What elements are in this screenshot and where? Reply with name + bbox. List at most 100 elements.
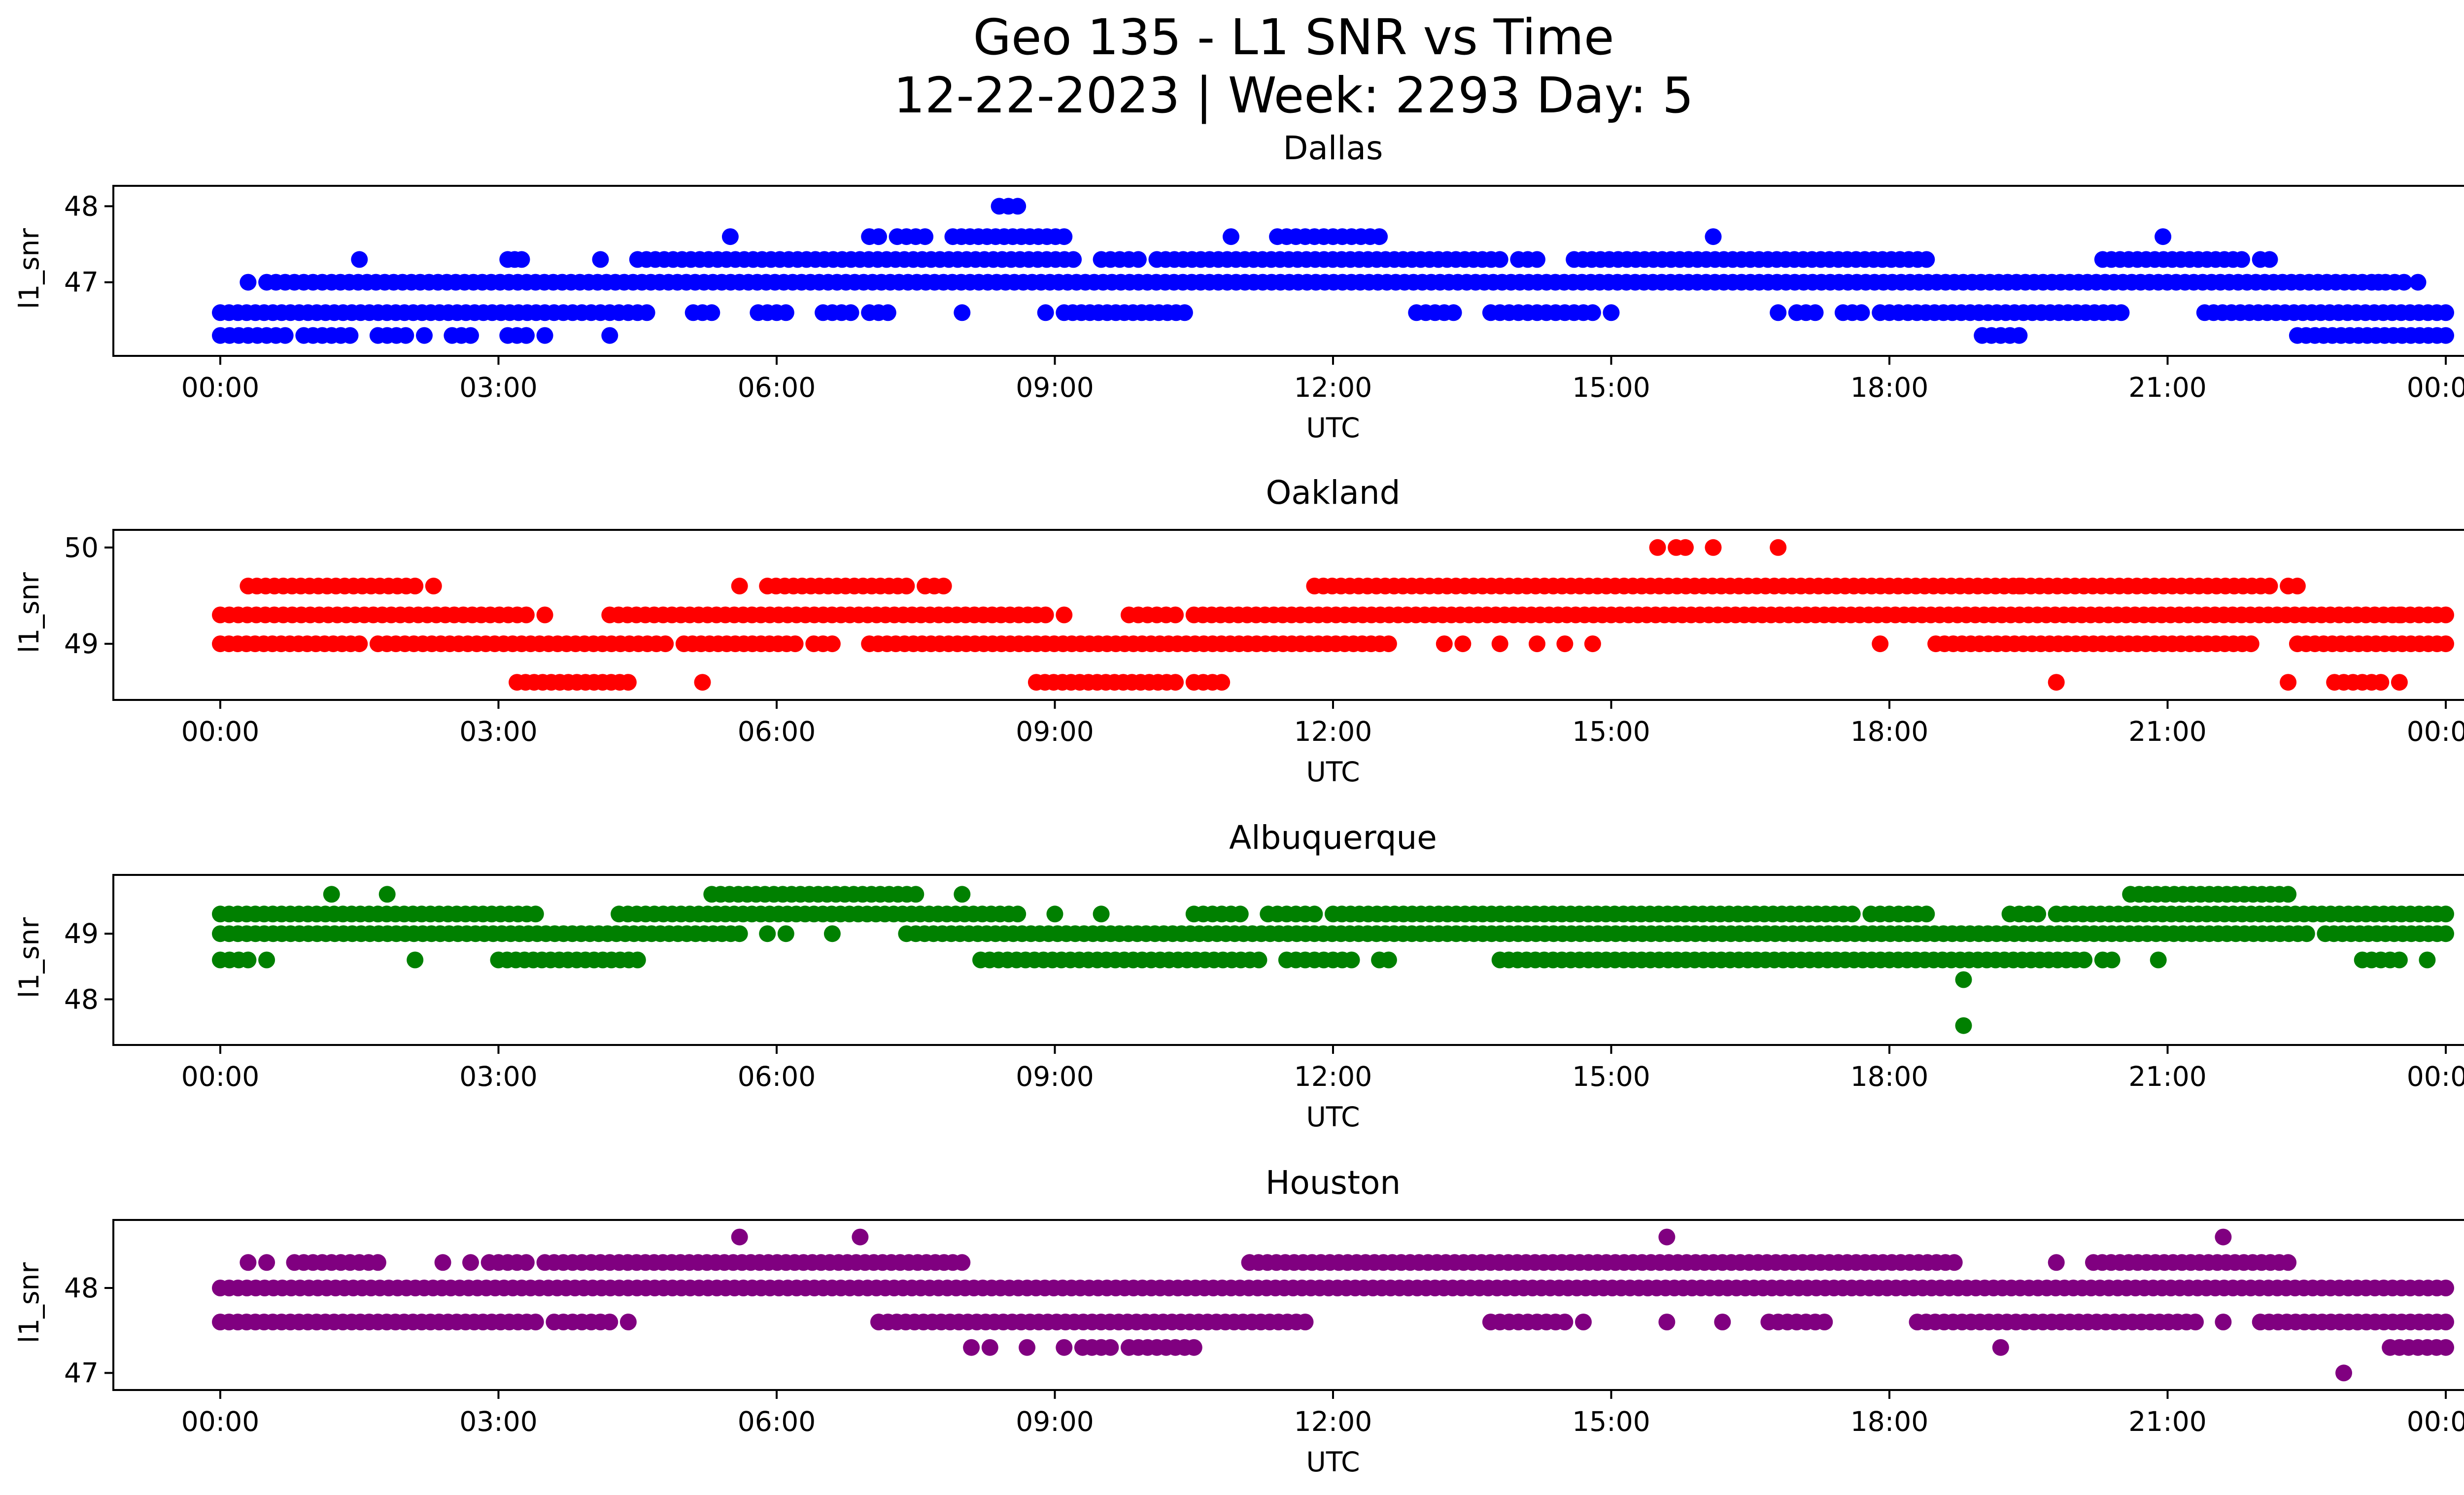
x-tick-label: 18:00 — [1850, 1406, 1929, 1437]
albuquerque-y-axis-label: l1_snr — [13, 917, 45, 998]
data-point — [2391, 674, 2408, 691]
data-point — [1529, 251, 1545, 268]
x-tick-label: 06:00 — [738, 372, 816, 403]
data-point — [1529, 635, 1545, 653]
data-point — [2011, 327, 2028, 344]
data-point — [2215, 1314, 2232, 1330]
houston-y-axis-label: l1_snr — [13, 1262, 45, 1343]
data-point — [1093, 905, 1110, 923]
data-point — [1454, 635, 1472, 653]
data-point — [2280, 886, 2297, 903]
x-tick-label: 12:00 — [1294, 716, 1372, 747]
data-point — [2419, 951, 2436, 969]
data-point — [517, 327, 535, 344]
data-point — [703, 304, 720, 321]
data-point — [1065, 251, 1082, 268]
data-point — [240, 1254, 257, 1271]
x-tick-label: 00:00 — [181, 1406, 260, 1437]
y-tick-label: 50 — [64, 532, 99, 563]
data-point — [342, 327, 359, 344]
data-point — [777, 304, 794, 321]
data-point — [2437, 606, 2454, 624]
dallas-axes-frame — [112, 185, 2464, 357]
data-point — [1009, 905, 1027, 923]
data-point — [1037, 304, 1054, 321]
dallas-y-axis-label: l1_snr — [13, 228, 45, 309]
data-point — [2103, 951, 2121, 969]
data-point — [1705, 539, 1722, 556]
oakland-panel: Oakland 00:00 03:00 06:00 09:00 12:00 15:00 18… — [13, 474, 2464, 788]
data-point — [1250, 951, 1267, 969]
data-point — [2437, 925, 2454, 942]
data-point — [944, 1254, 961, 1271]
x-tick-label: 21:00 — [2128, 1406, 2207, 1437]
data-point — [1213, 674, 1231, 691]
x-tick-label: 18:00 — [1850, 1061, 1929, 1092]
data-point — [629, 951, 646, 969]
data-point — [1445, 304, 1462, 321]
oakland-y-axis-label: l1_snr — [13, 572, 45, 653]
x-tick-label: 03:00 — [459, 716, 538, 747]
data-point — [527, 1314, 544, 1330]
data-point — [694, 674, 711, 691]
data-point — [1436, 635, 1453, 653]
x-tick-label: 09:00 — [1016, 372, 1094, 403]
figure-title-line2: 12-22-2023 | Week: 2293 Day: 5 — [893, 67, 1693, 124]
data-point — [2215, 1228, 2232, 1246]
data-point — [351, 251, 368, 268]
data-point — [954, 304, 971, 321]
data-point — [416, 327, 433, 344]
houston-x-axis-label: UTC — [1306, 1446, 1360, 1478]
data-point — [1009, 198, 1027, 215]
albuquerque-plot-area: 00:00 03:00 06:00 09:00 12:00 15:00 18:00 21:00… — [64, 874, 2464, 1092]
data-point — [1705, 228, 1722, 245]
data-point — [907, 886, 924, 903]
houston-panel: Houston 00:00 03:00 06:00 09:00 12:00 15:00 18… — [13, 1164, 2464, 1478]
data-point — [2029, 905, 2047, 923]
data-point — [517, 1254, 535, 1271]
data-point — [2409, 274, 2427, 291]
data-point — [759, 925, 776, 942]
x-tick-label: 00:00 — [181, 372, 260, 403]
data-point — [879, 304, 896, 321]
data-point — [351, 635, 368, 653]
data-point — [1306, 905, 1323, 923]
data-point — [823, 635, 841, 653]
y-tick-label: 47 — [64, 1357, 99, 1389]
albuquerque-x-axis-label: UTC — [1306, 1101, 1360, 1133]
dallas-panel: Dallas 00:00 03:00 06:00 09:00 12:00 15:00 18:… — [13, 129, 2464, 444]
data-point — [1677, 539, 1694, 556]
data-point — [601, 1314, 618, 1330]
x-tick-label: 03:00 — [459, 1406, 538, 1437]
data-point — [1853, 304, 1870, 321]
data-point — [1584, 304, 1601, 321]
data-point — [1575, 1314, 1592, 1330]
data-point — [2155, 228, 2172, 245]
data-point — [721, 228, 739, 245]
x-tick-label: 21:00 — [2128, 716, 2207, 747]
data-point — [425, 577, 442, 594]
data-point — [2048, 1254, 2065, 1271]
data-point — [1770, 539, 1787, 556]
data-point — [1556, 1314, 1574, 1330]
x-tick-label: 00:00 — [181, 716, 260, 747]
data-point — [258, 951, 275, 969]
x-tick-label: 00:00 — [2407, 1061, 2464, 1092]
data-point — [1037, 606, 1054, 624]
data-point — [2298, 925, 2315, 942]
data-point — [1102, 1339, 1119, 1356]
data-point — [1176, 304, 1193, 321]
houston-plot-area: 00:00 03:00 06:00 09:00 12:00 15:00 18:00 21:00… — [64, 1219, 2464, 1437]
x-tick-label: 09:00 — [1016, 716, 1094, 747]
data-point — [1770, 304, 1787, 321]
x-tick-label: 15:00 — [1572, 1061, 1650, 1092]
data-point — [407, 951, 424, 969]
data-point — [1491, 251, 1508, 268]
data-point — [1844, 905, 1861, 923]
data-point — [2280, 1254, 2297, 1271]
data-point — [1343, 951, 1360, 969]
data-point — [1380, 951, 1397, 969]
data-point — [397, 327, 414, 344]
data-point — [935, 577, 952, 594]
